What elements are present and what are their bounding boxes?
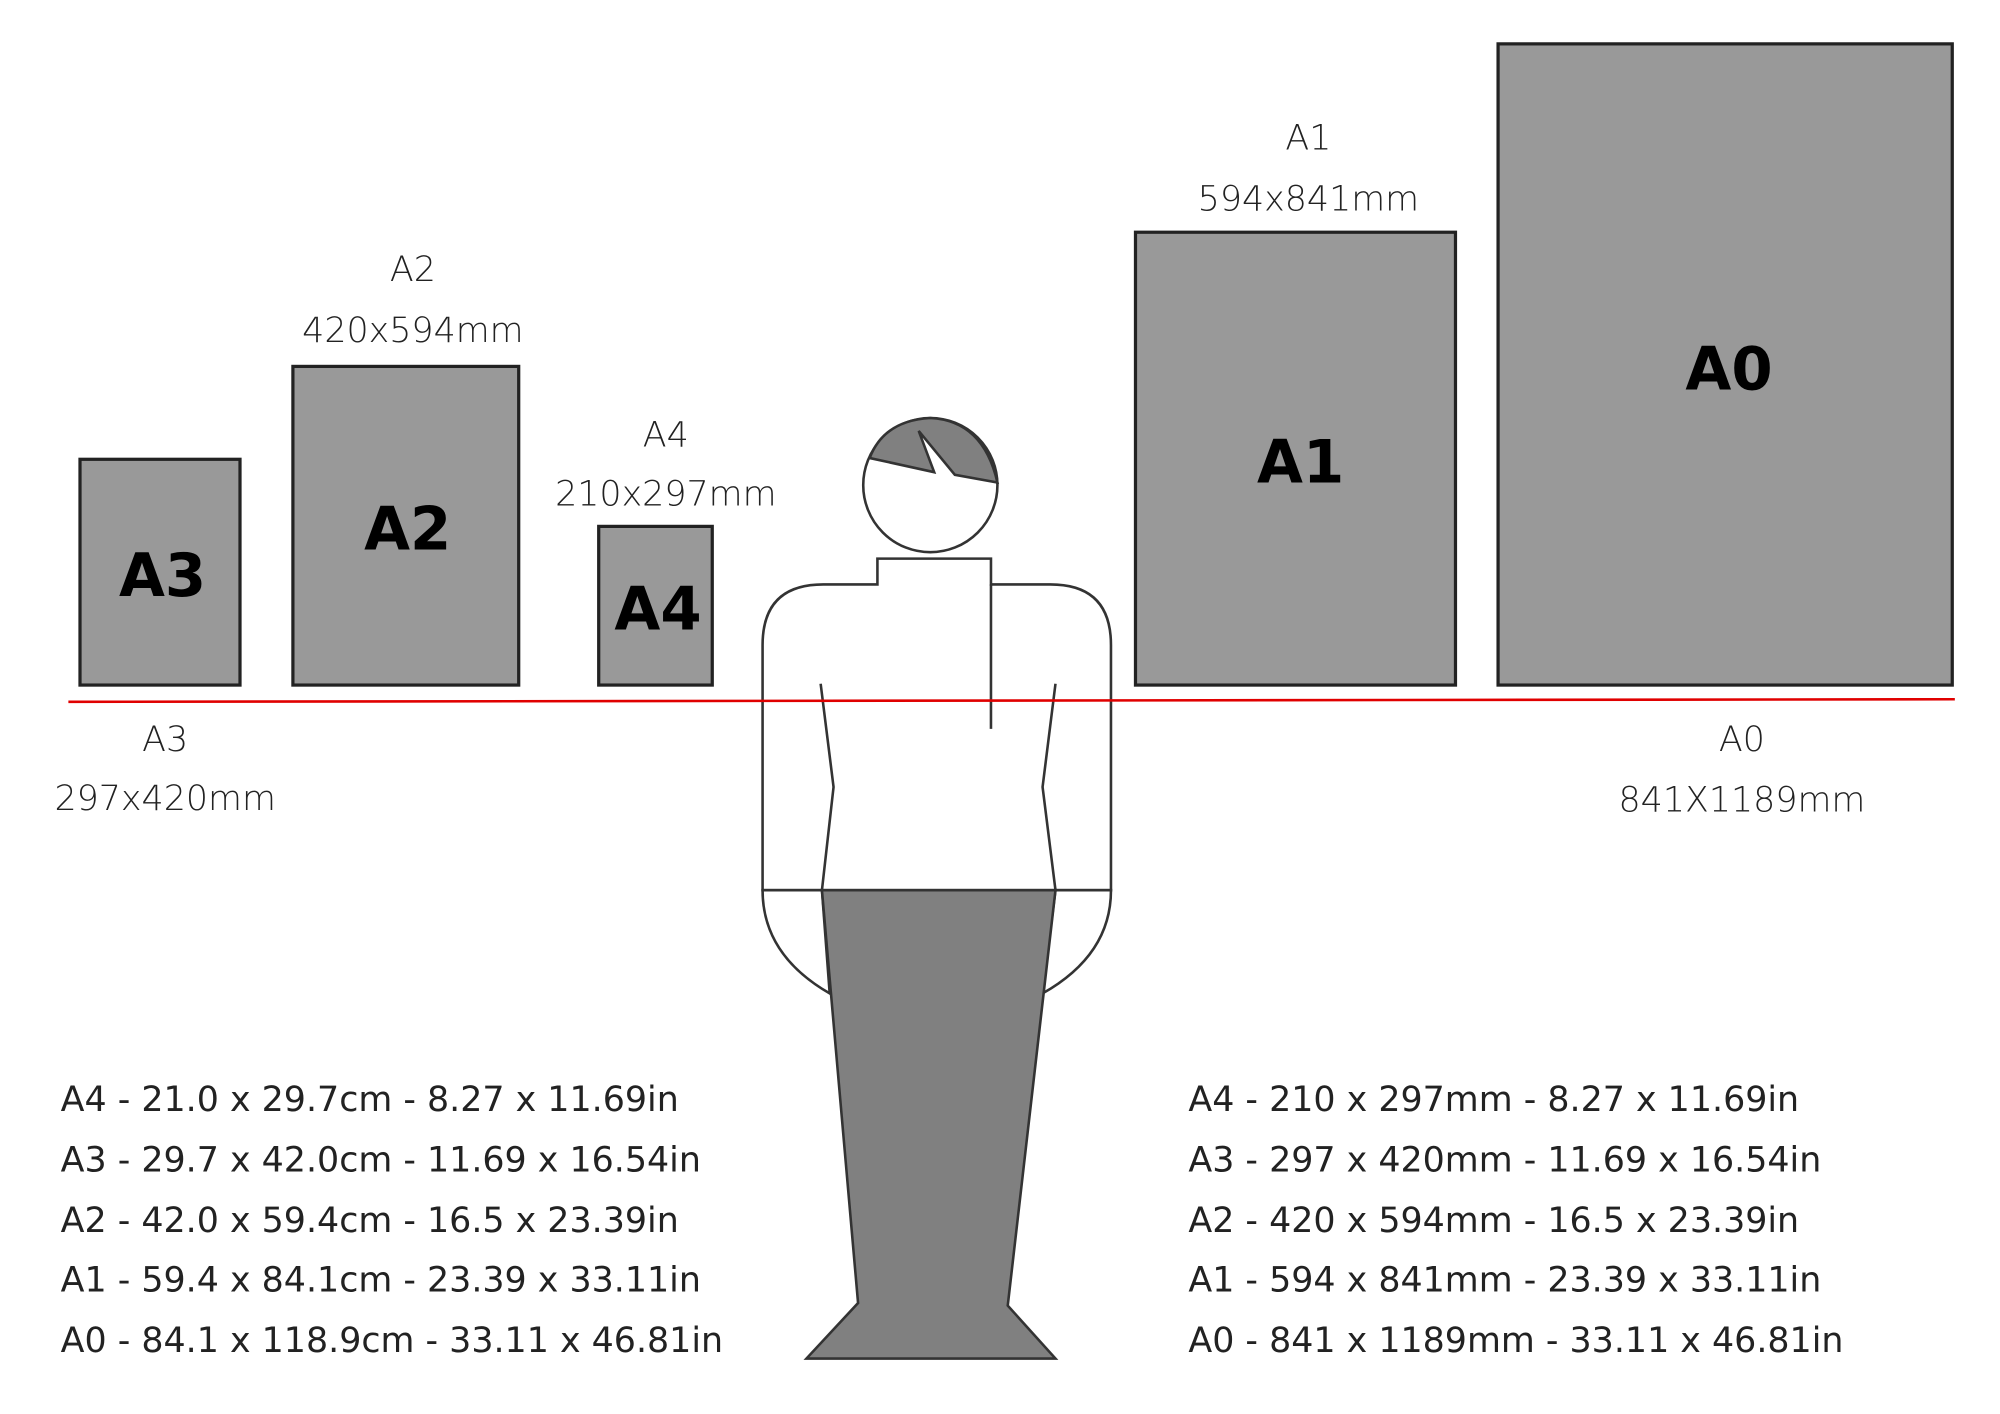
paper-a2-label: A2	[364, 495, 451, 564]
skirt	[803, 888, 1059, 1360]
paper-a4	[597, 524, 714, 687]
baseline	[68, 697, 1955, 704]
spec-mm-a3: A3 - 297 x 420mm - 11.69 x 16.54in	[1188, 1140, 1821, 1180]
spec-mm-a0: A0 - 841 x 1189mm - 33.11 x 46.81in	[1188, 1321, 1843, 1361]
spec-cm-a4: A4 - 21.0 x 29.7cm - 8.27 x 11.69in	[61, 1080, 679, 1120]
a4-caption-size: 210x297mm	[555, 475, 776, 515]
spec-cm-a2: A2 - 42.0 x 59.4cm - 16.5 x 23.39in	[61, 1201, 679, 1241]
spec-mm-a2: A2 - 420 x 594mm - 16.5 x 23.39in	[1188, 1201, 1799, 1241]
spec-mm-a1: A1 - 594 x 841mm - 23.39 x 33.11in	[1188, 1260, 1821, 1300]
paper-a3-label: A3	[119, 541, 206, 610]
spec-cm-a1: A1 - 59.4 x 84.1cm - 23.39 x 33.11in	[61, 1260, 701, 1300]
paper-a1	[1133, 230, 1458, 687]
paper-a1-label: A1	[1257, 428, 1344, 497]
paper-a3	[78, 457, 242, 687]
a1-caption-size: 594x841mm	[1198, 179, 1419, 219]
paper-a0	[1496, 42, 1954, 687]
a0-caption-name: A0	[1719, 720, 1765, 760]
paper-a0-label: A0	[1685, 335, 1772, 404]
a3-caption-name: A3	[142, 720, 188, 760]
a1-caption-name: A1	[1285, 119, 1331, 159]
paper-a2	[291, 364, 521, 687]
right-arm-line	[1041, 683, 1057, 891]
a4-caption-name: A4	[643, 415, 689, 455]
specs-cm-list: A4 - 21.0 x 29.7cm - 8.27 x 11.69in A3 -…	[61, 1080, 723, 1361]
spec-cm-a0: A0 - 84.1 x 118.9cm - 33.11 x 46.81in	[61, 1321, 723, 1361]
a3-caption-size: 297x420mm	[54, 779, 275, 819]
left-arm-line	[819, 683, 835, 891]
spec-mm-a4: A4 - 210 x 297mm - 8.27 x 11.69in	[1188, 1080, 1799, 1120]
left-hand	[761, 888, 832, 996]
a0-caption-size: 841X1189mm	[1619, 781, 1866, 821]
a2-caption-name: A2	[390, 250, 436, 290]
hair	[867, 416, 1000, 485]
person-figure	[761, 416, 1113, 1360]
a2-caption-size: 420x594mm	[302, 311, 523, 351]
specs-mm-list: A4 - 210 x 297mm - 8.27 x 11.69in A3 - 2…	[1188, 1080, 1843, 1361]
spec-cm-a3: A3 - 29.7 x 42.0cm - 11.69 x 16.54in	[61, 1140, 701, 1180]
paper-a4-label: A4	[614, 575, 701, 644]
torso-outline	[761, 557, 1113, 892]
